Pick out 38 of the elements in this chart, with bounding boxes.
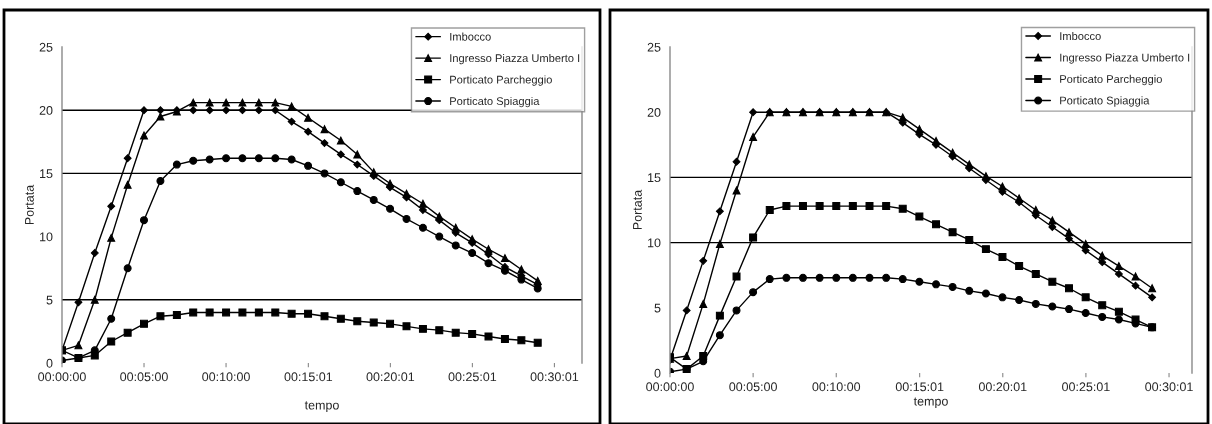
x-tick-label: 00:10:00 bbox=[812, 382, 861, 392]
y-axis-title: Portata bbox=[25, 184, 34, 225]
x-axis-title: tempo bbox=[913, 397, 948, 409]
y-tick-label: 25 bbox=[647, 42, 661, 52]
legend-label: Imbocco bbox=[1060, 31, 1101, 41]
x-tick-label: 00:15:01 bbox=[284, 372, 333, 382]
y-tick-label: 5 bbox=[46, 295, 53, 305]
x-tick-label: 00:10:00 bbox=[202, 372, 250, 382]
y-tick-label: 0 bbox=[654, 368, 661, 378]
x-tick-label: 00:25:01 bbox=[448, 372, 497, 382]
legend-label: Ingresso Piazza Umberto I bbox=[450, 53, 580, 65]
y-tick-label: 15 bbox=[648, 173, 661, 183]
legend-label: Ingresso Piazza Umberto I bbox=[1060, 53, 1190, 64]
x-tick-label: 00:00:00 bbox=[646, 382, 694, 392]
x-tick-label: 00:00:00 bbox=[38, 372, 86, 382]
x-tick-label: 00:30:01 bbox=[530, 372, 579, 382]
legend-label: Imbocco bbox=[450, 32, 491, 41]
legend-label: Porticato Spiaggia bbox=[450, 96, 540, 108]
x-tick-label: 00:20:01 bbox=[366, 372, 415, 382]
legend-label: Porticato Spiaggia bbox=[1060, 96, 1150, 107]
x-tick-label: 00:15:01 bbox=[895, 382, 944, 392]
y-tick-label: 10 bbox=[648, 238, 661, 248]
x-tick-label: 00:25:01 bbox=[1062, 382, 1110, 392]
x-axis-title: tempo bbox=[304, 401, 339, 412]
legend-label: Porticato Parcheggio bbox=[1060, 74, 1162, 86]
x-tick-label: 00:05:00 bbox=[729, 382, 777, 392]
x-tick-label: 00:05:00 bbox=[120, 372, 168, 382]
y-tick-label: 0 bbox=[46, 358, 53, 368]
x-tick-label: 00:20:01 bbox=[978, 382, 1027, 392]
x-tick-label: 00:30:01 bbox=[1145, 382, 1193, 392]
legend-label: Porticato Parcheggio bbox=[450, 75, 552, 86]
y-tick-label: 10 bbox=[40, 232, 53, 242]
y-tick-label: 20 bbox=[647, 108, 661, 117]
y-tick-label: 15 bbox=[40, 169, 53, 179]
y-tick-label: 5 bbox=[654, 303, 661, 313]
y-tick-label: 25 bbox=[39, 42, 53, 52]
y-tick-label: 20 bbox=[39, 106, 53, 115]
y-axis-title: Portata bbox=[633, 189, 642, 230]
